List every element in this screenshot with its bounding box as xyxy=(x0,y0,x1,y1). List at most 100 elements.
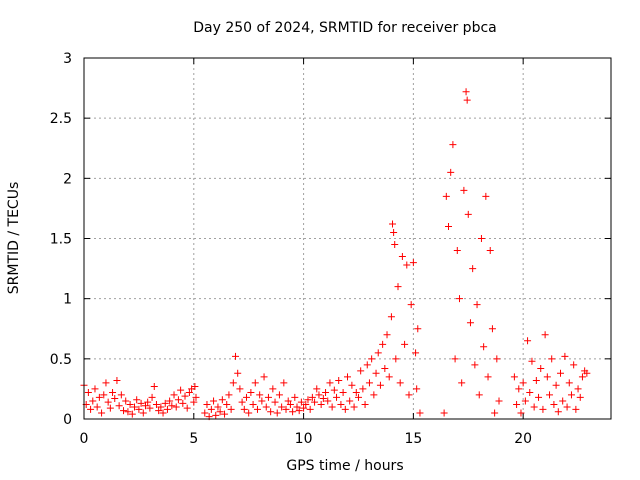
data-point xyxy=(363,361,371,369)
data-point xyxy=(576,393,584,401)
data-point xyxy=(469,265,477,273)
data-point xyxy=(466,319,474,327)
data-point xyxy=(477,235,485,242)
data-point xyxy=(275,391,283,399)
data-point xyxy=(247,389,255,397)
data-point xyxy=(379,340,387,348)
data-point xyxy=(291,393,299,401)
data-point xyxy=(210,397,218,405)
data-point xyxy=(304,396,312,404)
data-point xyxy=(109,389,117,397)
data-point xyxy=(181,392,189,400)
data-point xyxy=(128,410,136,418)
data-point xyxy=(383,331,391,339)
data-point xyxy=(391,241,399,249)
data-point xyxy=(515,385,523,393)
data-point xyxy=(578,373,586,381)
data-point xyxy=(115,402,123,410)
data-point xyxy=(387,313,395,321)
data-point xyxy=(236,385,244,393)
data-point xyxy=(267,408,275,416)
data-point xyxy=(84,389,92,397)
data-point xyxy=(385,373,393,381)
data-point xyxy=(471,361,479,369)
x-tick-label: 5 xyxy=(189,431,198,447)
tick-labels: 0 5 10 15 20 0 0.5 1 1.5 2 2.5 3 xyxy=(50,51,532,447)
data-point xyxy=(133,396,141,404)
data-point xyxy=(152,401,160,409)
data-point xyxy=(87,405,95,413)
data-point xyxy=(225,391,233,399)
data-point xyxy=(401,340,409,348)
data-point xyxy=(372,369,380,377)
axis-ticks xyxy=(83,57,611,420)
data-point xyxy=(234,369,242,377)
data-point xyxy=(311,398,319,406)
data-point xyxy=(111,395,119,403)
data-point xyxy=(306,405,314,413)
data-point xyxy=(102,379,110,387)
data-point xyxy=(319,395,327,403)
data-point xyxy=(394,283,402,291)
data-point xyxy=(440,409,448,417)
data-point xyxy=(521,397,529,405)
data-point xyxy=(447,168,455,176)
data-point xyxy=(146,404,154,412)
data-point xyxy=(150,383,158,391)
data-point xyxy=(460,186,468,194)
data-point xyxy=(491,409,499,417)
data-point xyxy=(524,337,532,345)
y-tick-label: 2.5 xyxy=(50,111,72,127)
data-point xyxy=(482,192,490,200)
data-point xyxy=(583,369,591,377)
data-point xyxy=(163,405,171,413)
data-point xyxy=(335,376,343,384)
data-point xyxy=(449,141,457,149)
data-point xyxy=(317,401,325,409)
data-point xyxy=(396,379,404,387)
data-point xyxy=(113,376,121,384)
y-tick-label: 1 xyxy=(63,292,72,308)
data-point xyxy=(91,385,99,393)
data-point xyxy=(155,407,163,415)
data-point xyxy=(464,210,472,218)
x-axis-label: GPS time / hours xyxy=(286,458,403,474)
data-point xyxy=(570,361,578,369)
data-point xyxy=(240,405,248,413)
data-point xyxy=(131,403,139,411)
data-point xyxy=(218,396,226,404)
data-point xyxy=(157,403,165,411)
data-point xyxy=(141,402,149,410)
data-point xyxy=(445,222,453,230)
data-point xyxy=(354,393,362,401)
data-point xyxy=(166,397,174,405)
data-point xyxy=(412,349,420,357)
data-point xyxy=(302,401,310,409)
data-point xyxy=(392,355,400,363)
data-point xyxy=(120,407,128,415)
data-point xyxy=(170,391,178,399)
chart-title: Day 250 of 2024, SRMTID for receiver pbc… xyxy=(193,20,496,36)
data-point xyxy=(513,401,521,409)
data-point xyxy=(100,391,108,399)
data-point xyxy=(106,404,114,412)
data-point xyxy=(357,367,365,375)
data-point xyxy=(191,383,199,391)
data-point xyxy=(453,247,461,255)
data-point xyxy=(293,403,301,411)
data-point xyxy=(238,398,246,406)
x-tick-label: 20 xyxy=(514,431,532,447)
data-point xyxy=(532,376,540,384)
data-point xyxy=(203,401,211,409)
data-point xyxy=(381,364,389,372)
data-point xyxy=(548,355,556,363)
data-point xyxy=(229,379,237,387)
data-point xyxy=(227,405,235,413)
data-point xyxy=(561,352,569,360)
data-point xyxy=(565,379,573,387)
x-tick-label: 15 xyxy=(404,431,422,447)
data-point xyxy=(376,381,384,389)
data-point xyxy=(271,398,279,406)
data-point xyxy=(161,399,169,407)
data-point xyxy=(273,409,281,417)
